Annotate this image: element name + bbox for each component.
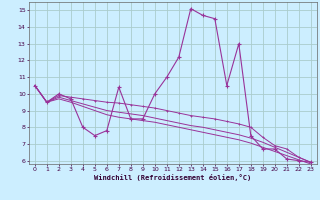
X-axis label: Windchill (Refroidissement éolien,°C): Windchill (Refroidissement éolien,°C) <box>94 174 252 181</box>
